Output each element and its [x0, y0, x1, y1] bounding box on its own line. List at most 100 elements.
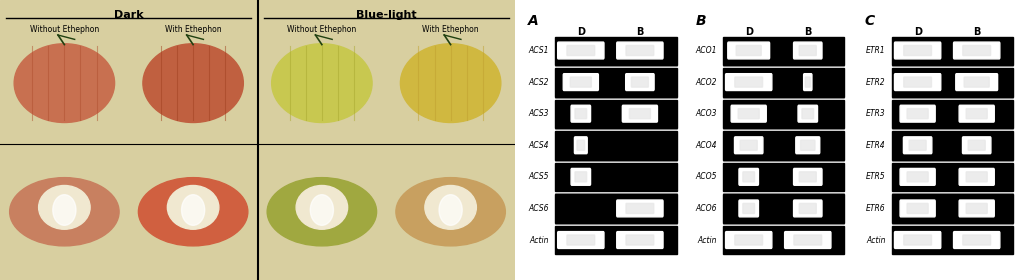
FancyBboxPatch shape: [907, 172, 928, 182]
Text: ACO2: ACO2: [695, 78, 717, 87]
FancyBboxPatch shape: [571, 105, 590, 122]
FancyBboxPatch shape: [900, 169, 935, 185]
FancyBboxPatch shape: [894, 42, 940, 59]
FancyBboxPatch shape: [617, 42, 663, 59]
FancyBboxPatch shape: [907, 109, 928, 119]
FancyBboxPatch shape: [566, 235, 594, 245]
Text: Blue-light: Blue-light: [356, 10, 416, 20]
FancyBboxPatch shape: [739, 200, 758, 217]
Text: B: B: [637, 27, 644, 37]
FancyBboxPatch shape: [903, 77, 931, 87]
FancyBboxPatch shape: [725, 232, 771, 248]
Ellipse shape: [424, 186, 476, 229]
Text: B: B: [804, 27, 812, 37]
Text: ETR2: ETR2: [866, 78, 886, 87]
FancyBboxPatch shape: [805, 77, 811, 87]
FancyBboxPatch shape: [617, 232, 663, 248]
FancyBboxPatch shape: [725, 74, 771, 90]
FancyBboxPatch shape: [903, 45, 931, 55]
FancyBboxPatch shape: [962, 137, 991, 154]
FancyBboxPatch shape: [575, 137, 587, 154]
FancyBboxPatch shape: [734, 235, 762, 245]
Text: Actin: Actin: [697, 235, 717, 244]
FancyBboxPatch shape: [631, 77, 649, 87]
FancyBboxPatch shape: [803, 74, 812, 90]
FancyBboxPatch shape: [954, 42, 1000, 59]
FancyBboxPatch shape: [743, 172, 755, 182]
FancyBboxPatch shape: [799, 45, 817, 55]
FancyBboxPatch shape: [626, 45, 654, 55]
FancyBboxPatch shape: [903, 137, 932, 154]
FancyBboxPatch shape: [966, 172, 987, 182]
FancyBboxPatch shape: [894, 232, 940, 248]
FancyBboxPatch shape: [571, 77, 591, 87]
FancyBboxPatch shape: [959, 169, 994, 185]
Ellipse shape: [167, 186, 218, 229]
Ellipse shape: [396, 178, 506, 246]
FancyBboxPatch shape: [625, 74, 654, 90]
Text: With Ethephon: With Ethephon: [165, 25, 221, 34]
FancyBboxPatch shape: [577, 140, 585, 150]
FancyBboxPatch shape: [557, 42, 604, 59]
Text: Without Ethephon: Without Ethephon: [30, 25, 99, 34]
FancyBboxPatch shape: [739, 169, 758, 185]
Text: ACO6: ACO6: [695, 204, 717, 213]
Ellipse shape: [14, 44, 114, 123]
Ellipse shape: [272, 44, 372, 123]
Text: Without Ethephon: Without Ethephon: [287, 25, 356, 34]
FancyBboxPatch shape: [968, 140, 986, 150]
FancyBboxPatch shape: [736, 45, 761, 55]
FancyBboxPatch shape: [900, 105, 935, 122]
FancyBboxPatch shape: [566, 45, 594, 55]
FancyBboxPatch shape: [903, 235, 931, 245]
FancyBboxPatch shape: [894, 74, 940, 90]
FancyBboxPatch shape: [563, 74, 598, 90]
FancyBboxPatch shape: [800, 140, 815, 150]
FancyBboxPatch shape: [907, 203, 928, 213]
Text: ETR4: ETR4: [866, 141, 886, 150]
FancyBboxPatch shape: [739, 109, 759, 119]
FancyBboxPatch shape: [741, 140, 757, 150]
FancyBboxPatch shape: [617, 200, 663, 217]
FancyBboxPatch shape: [793, 42, 822, 59]
Text: ETR5: ETR5: [866, 172, 886, 181]
FancyBboxPatch shape: [793, 169, 822, 185]
Text: Actin: Actin: [529, 235, 549, 244]
Text: ACS3: ACS3: [528, 109, 549, 118]
FancyBboxPatch shape: [734, 77, 762, 87]
FancyBboxPatch shape: [743, 203, 755, 213]
FancyBboxPatch shape: [575, 172, 587, 182]
Text: ACS1: ACS1: [528, 46, 549, 55]
FancyBboxPatch shape: [731, 105, 766, 122]
Ellipse shape: [53, 195, 76, 225]
FancyBboxPatch shape: [794, 235, 822, 245]
Text: ACO5: ACO5: [695, 172, 717, 181]
FancyBboxPatch shape: [629, 109, 650, 119]
Text: C: C: [865, 14, 875, 28]
FancyBboxPatch shape: [954, 232, 1000, 248]
Text: ETR1: ETR1: [866, 46, 886, 55]
FancyBboxPatch shape: [734, 137, 763, 154]
Ellipse shape: [143, 44, 243, 123]
Text: D: D: [577, 27, 585, 37]
FancyBboxPatch shape: [793, 200, 822, 217]
FancyBboxPatch shape: [956, 74, 998, 90]
FancyBboxPatch shape: [626, 235, 654, 245]
FancyBboxPatch shape: [557, 232, 604, 248]
FancyBboxPatch shape: [909, 140, 926, 150]
FancyBboxPatch shape: [798, 105, 818, 122]
FancyBboxPatch shape: [959, 105, 994, 122]
FancyBboxPatch shape: [785, 232, 831, 248]
Text: Actin: Actin: [866, 235, 886, 244]
Text: B: B: [696, 14, 707, 28]
Text: ACS5: ACS5: [528, 172, 549, 181]
Text: ACS2: ACS2: [528, 78, 549, 87]
FancyBboxPatch shape: [728, 42, 769, 59]
FancyBboxPatch shape: [959, 200, 994, 217]
Ellipse shape: [401, 44, 501, 123]
FancyBboxPatch shape: [622, 105, 657, 122]
FancyBboxPatch shape: [799, 203, 817, 213]
FancyBboxPatch shape: [966, 203, 987, 213]
Text: ACS6: ACS6: [528, 204, 549, 213]
FancyBboxPatch shape: [575, 109, 587, 119]
